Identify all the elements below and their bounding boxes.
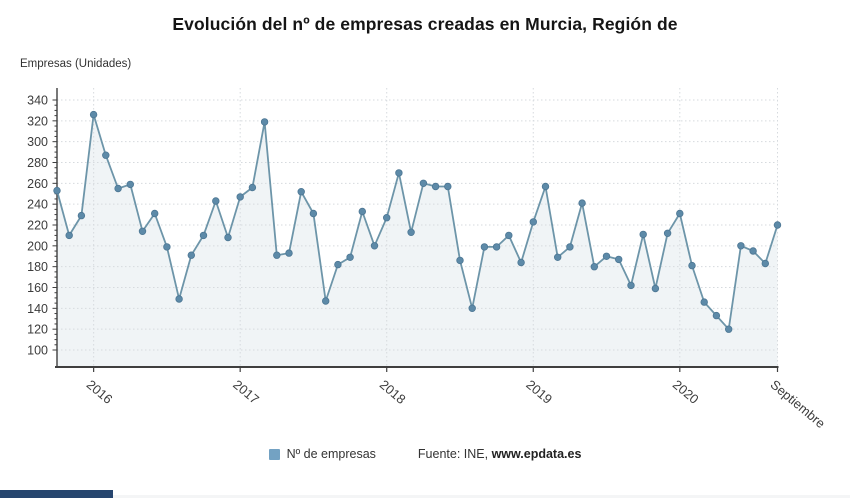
- data-point[interactable]: [737, 242, 745, 250]
- y-tick-label: 340: [27, 94, 48, 108]
- data-point[interactable]: [77, 211, 86, 220]
- y-tick-label: 240: [27, 198, 48, 212]
- data-point[interactable]: [761, 259, 769, 268]
- data-point[interactable]: [431, 182, 440, 191]
- y-tick-label: 200: [27, 239, 48, 253]
- data-point[interactable]: [651, 284, 660, 293]
- data-point[interactable]: [187, 251, 195, 259]
- data-point[interactable]: [578, 199, 586, 207]
- data-point[interactable]: [273, 251, 281, 259]
- series-area: [57, 114, 778, 367]
- data-point[interactable]: [749, 247, 757, 255]
- data-point[interactable]: [456, 256, 464, 265]
- data-point[interactable]: [627, 281, 635, 290]
- data-point[interactable]: [505, 231, 513, 240]
- data-point[interactable]: [260, 118, 269, 126]
- data-point[interactable]: [114, 184, 122, 193]
- data-point[interactable]: [89, 110, 98, 119]
- data-point[interactable]: [370, 242, 379, 250]
- data-point[interactable]: [309, 209, 318, 218]
- data-point[interactable]: [224, 233, 232, 242]
- data-point[interactable]: [102, 151, 110, 159]
- x-tick-label: 2016: [84, 377, 116, 407]
- data-point[interactable]: [639, 230, 647, 239]
- x-tick-label: 2017: [230, 377, 262, 407]
- data-point[interactable]: [150, 209, 159, 218]
- data-point[interactable]: [529, 218, 537, 226]
- data-point[interactable]: [383, 213, 391, 222]
- source-link[interactable]: www.epdata.es: [491, 447, 582, 461]
- source-text: Fuente: INE, www.epdata.es: [418, 447, 582, 461]
- legend-label: Nº de empresas: [286, 447, 376, 461]
- data-point[interactable]: [773, 221, 782, 229]
- data-point[interactable]: [395, 169, 403, 177]
- data-point[interactable]: [492, 243, 501, 251]
- legend-swatch-icon: [268, 448, 280, 460]
- y-tick-label: 100: [27, 344, 48, 358]
- data-point[interactable]: [663, 229, 672, 237]
- data-point[interactable]: [480, 243, 489, 251]
- data-point[interactable]: [199, 231, 208, 240]
- data-point[interactable]: [285, 249, 293, 257]
- data-point[interactable]: [236, 193, 244, 201]
- y-tick-label: 120: [27, 323, 48, 337]
- source-prefix: Fuente: INE,: [417, 447, 492, 461]
- data-point[interactable]: [334, 260, 342, 269]
- data-point[interactable]: [676, 209, 684, 218]
- x-tick-label: 2020: [670, 377, 702, 407]
- data-point[interactable]: [419, 179, 428, 187]
- data-point[interactable]: [138, 227, 147, 235]
- data-point[interactable]: [590, 263, 598, 271]
- data-point[interactable]: [688, 261, 696, 270]
- legend-item[interactable]: Nº de empresas: [268, 447, 376, 461]
- y-tick-label: 280: [27, 156, 48, 170]
- data-point[interactable]: [212, 197, 220, 205]
- x-tick-label: 2018: [377, 377, 409, 407]
- legend: Nº de empresas Fuente: INE, www.epdata.e…: [0, 447, 850, 461]
- data-point[interactable]: [322, 297, 330, 305]
- data-point[interactable]: [700, 298, 708, 306]
- data-point[interactable]: [615, 255, 623, 264]
- data-point[interactable]: [517, 258, 525, 267]
- y-tick-label: 260: [27, 177, 48, 191]
- data-point[interactable]: [444, 182, 452, 191]
- y-tick-label: 160: [27, 281, 48, 295]
- data-point[interactable]: [712, 311, 721, 320]
- y-tick-label: 220: [27, 219, 48, 233]
- y-axis-title: Empresas (Unidades): [20, 58, 132, 70]
- line-chart: 100 120 140 160 180 200 220 240 260 280 300 320 340 2…: [27, 88, 829, 431]
- data-point[interactable]: [554, 253, 562, 261]
- bottom-strip: [0, 495, 850, 498]
- data-point[interactable]: [297, 187, 305, 196]
- chart-title: Evolución del nº de empresas creadas en …: [172, 14, 678, 34]
- y-tick-label: 140: [27, 302, 48, 316]
- data-point[interactable]: [65, 231, 73, 240]
- data-point[interactable]: [175, 295, 183, 303]
- data-point[interactable]: [53, 186, 61, 195]
- data-point[interactable]: [541, 182, 550, 191]
- data-point[interactable]: [163, 243, 171, 251]
- y-tick-label: 300: [27, 135, 48, 149]
- data-point[interactable]: [346, 253, 354, 261]
- data-point[interactable]: [725, 325, 733, 333]
- x-tick-label: 2019: [523, 377, 555, 407]
- series-line: [56, 113, 779, 331]
- data-point[interactable]: [248, 183, 257, 192]
- progress-bar: [0, 490, 113, 498]
- data-point[interactable]: [358, 207, 366, 216]
- y-tick-label: 320: [27, 114, 48, 128]
- data-point[interactable]: [566, 243, 574, 251]
- data-point[interactable]: [407, 228, 415, 236]
- data-point[interactable]: [602, 252, 611, 260]
- y-tick-label: 180: [27, 260, 48, 274]
- data-point[interactable]: [468, 304, 476, 312]
- data-point[interactable]: [126, 180, 134, 189]
- x-tick-label: Septiembre: [768, 377, 829, 431]
